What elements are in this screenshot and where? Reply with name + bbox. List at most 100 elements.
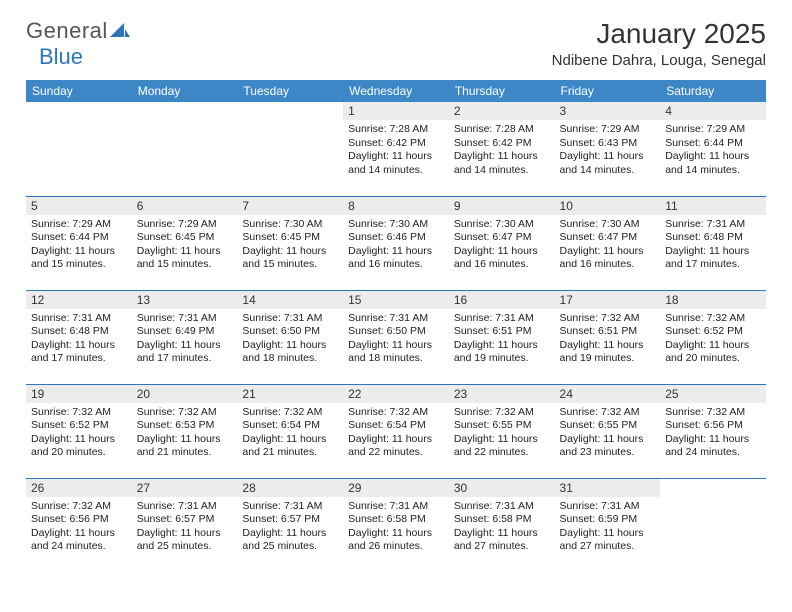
day-number: 2 (449, 102, 555, 120)
calendar-cell: 15Sunrise: 7:31 AMSunset: 6:50 PMDayligh… (343, 290, 449, 384)
day-details: Sunrise: 7:31 AMSunset: 6:51 PMDaylight:… (449, 309, 555, 372)
calendar-cell (26, 102, 132, 196)
day-details: Sunrise: 7:30 AMSunset: 6:47 PMDaylight:… (555, 215, 661, 278)
calendar-cell: 28Sunrise: 7:31 AMSunset: 6:57 PMDayligh… (237, 478, 343, 572)
page-subtitle: Ndibene Dahra, Louga, Senegal (552, 52, 766, 69)
title-block: January 2025 Ndibene Dahra, Louga, Seneg… (552, 18, 766, 69)
calendar-cell: 19Sunrise: 7:32 AMSunset: 6:52 PMDayligh… (26, 384, 132, 478)
weekday-header: Wednesday (343, 80, 449, 102)
calendar-cell (660, 478, 766, 572)
calendar-cell: 7Sunrise: 7:30 AMSunset: 6:45 PMDaylight… (237, 196, 343, 290)
day-details: Sunrise: 7:29 AMSunset: 6:44 PMDaylight:… (660, 120, 766, 183)
day-number: 27 (132, 479, 238, 497)
weekday-header-row: Sunday Monday Tuesday Wednesday Thursday… (26, 80, 766, 102)
day-details: Sunrise: 7:32 AMSunset: 6:54 PMDaylight:… (237, 403, 343, 466)
day-details: Sunrise: 7:29 AMSunset: 6:44 PMDaylight:… (26, 215, 132, 278)
calendar-cell (237, 102, 343, 196)
weekday-header: Tuesday (237, 80, 343, 102)
calendar-week-row: 26Sunrise: 7:32 AMSunset: 6:56 PMDayligh… (26, 478, 766, 572)
calendar-cell: 10Sunrise: 7:30 AMSunset: 6:47 PMDayligh… (555, 196, 661, 290)
day-number: 24 (555, 385, 661, 403)
day-details: Sunrise: 7:31 AMSunset: 6:58 PMDaylight:… (449, 497, 555, 560)
day-number: 23 (449, 385, 555, 403)
day-number: 17 (555, 291, 661, 309)
calendar-cell: 18Sunrise: 7:32 AMSunset: 6:52 PMDayligh… (660, 290, 766, 384)
day-details: Sunrise: 7:32 AMSunset: 6:51 PMDaylight:… (555, 309, 661, 372)
calendar-cell: 12Sunrise: 7:31 AMSunset: 6:48 PMDayligh… (26, 290, 132, 384)
day-details: Sunrise: 7:31 AMSunset: 6:49 PMDaylight:… (132, 309, 238, 372)
day-details: Sunrise: 7:32 AMSunset: 6:53 PMDaylight:… (132, 403, 238, 466)
weekday-header: Monday (132, 80, 238, 102)
logo-text-blue: Blue (39, 44, 83, 69)
calendar-week-row: 5Sunrise: 7:29 AMSunset: 6:44 PMDaylight… (26, 196, 766, 290)
day-number: 16 (449, 291, 555, 309)
day-details: Sunrise: 7:32 AMSunset: 6:55 PMDaylight:… (555, 403, 661, 466)
calendar-cell: 21Sunrise: 7:32 AMSunset: 6:54 PMDayligh… (237, 384, 343, 478)
logo: General Blue (26, 18, 130, 70)
day-number: 3 (555, 102, 661, 120)
day-number: 13 (132, 291, 238, 309)
calendar-cell: 30Sunrise: 7:31 AMSunset: 6:58 PMDayligh… (449, 478, 555, 572)
day-details: Sunrise: 7:32 AMSunset: 6:52 PMDaylight:… (26, 403, 132, 466)
calendar-cell: 20Sunrise: 7:32 AMSunset: 6:53 PMDayligh… (132, 384, 238, 478)
day-number: 31 (555, 479, 661, 497)
calendar-cell: 4Sunrise: 7:29 AMSunset: 6:44 PMDaylight… (660, 102, 766, 196)
day-details: Sunrise: 7:32 AMSunset: 6:55 PMDaylight:… (449, 403, 555, 466)
day-number: 29 (343, 479, 449, 497)
calendar-cell: 16Sunrise: 7:31 AMSunset: 6:51 PMDayligh… (449, 290, 555, 384)
day-details: Sunrise: 7:29 AMSunset: 6:43 PMDaylight:… (555, 120, 661, 183)
day-number: 4 (660, 102, 766, 120)
day-details: Sunrise: 7:31 AMSunset: 6:57 PMDaylight:… (237, 497, 343, 560)
calendar-cell: 8Sunrise: 7:30 AMSunset: 6:46 PMDaylight… (343, 196, 449, 290)
header: General Blue January 2025 Ndibene Dahra,… (26, 18, 766, 70)
day-details: Sunrise: 7:31 AMSunset: 6:48 PMDaylight:… (660, 215, 766, 278)
calendar-cell: 23Sunrise: 7:32 AMSunset: 6:55 PMDayligh… (449, 384, 555, 478)
day-number: 1 (343, 102, 449, 120)
day-number: 26 (26, 479, 132, 497)
calendar-cell: 3Sunrise: 7:29 AMSunset: 6:43 PMDaylight… (555, 102, 661, 196)
day-details: Sunrise: 7:29 AMSunset: 6:45 PMDaylight:… (132, 215, 238, 278)
day-details: Sunrise: 7:31 AMSunset: 6:57 PMDaylight:… (132, 497, 238, 560)
day-details: Sunrise: 7:31 AMSunset: 6:50 PMDaylight:… (343, 309, 449, 372)
day-details: Sunrise: 7:30 AMSunset: 6:46 PMDaylight:… (343, 215, 449, 278)
logo-sail-icon (110, 22, 130, 43)
day-number: 9 (449, 197, 555, 215)
calendar-cell: 9Sunrise: 7:30 AMSunset: 6:47 PMDaylight… (449, 196, 555, 290)
day-number: 21 (237, 385, 343, 403)
day-number: 7 (237, 197, 343, 215)
day-details: Sunrise: 7:30 AMSunset: 6:47 PMDaylight:… (449, 215, 555, 278)
day-details: Sunrise: 7:31 AMSunset: 6:50 PMDaylight:… (237, 309, 343, 372)
day-number: 6 (132, 197, 238, 215)
day-details: Sunrise: 7:32 AMSunset: 6:56 PMDaylight:… (26, 497, 132, 560)
calendar-body: 1Sunrise: 7:28 AMSunset: 6:42 PMDaylight… (26, 102, 766, 572)
day-details: Sunrise: 7:32 AMSunset: 6:54 PMDaylight:… (343, 403, 449, 466)
day-details: Sunrise: 7:31 AMSunset: 6:58 PMDaylight:… (343, 497, 449, 560)
calendar-cell: 22Sunrise: 7:32 AMSunset: 6:54 PMDayligh… (343, 384, 449, 478)
day-number: 22 (343, 385, 449, 403)
day-details: Sunrise: 7:31 AMSunset: 6:48 PMDaylight:… (26, 309, 132, 372)
day-number: 19 (26, 385, 132, 403)
day-number: 8 (343, 197, 449, 215)
weekday-header: Sunday (26, 80, 132, 102)
calendar-cell: 31Sunrise: 7:31 AMSunset: 6:59 PMDayligh… (555, 478, 661, 572)
day-number: 12 (26, 291, 132, 309)
weekday-header: Saturday (660, 80, 766, 102)
day-number: 30 (449, 479, 555, 497)
day-number: 15 (343, 291, 449, 309)
day-number: 18 (660, 291, 766, 309)
weekday-header: Friday (555, 80, 661, 102)
calendar-cell: 11Sunrise: 7:31 AMSunset: 6:48 PMDayligh… (660, 196, 766, 290)
calendar-cell: 13Sunrise: 7:31 AMSunset: 6:49 PMDayligh… (132, 290, 238, 384)
day-details: Sunrise: 7:32 AMSunset: 6:56 PMDaylight:… (660, 403, 766, 466)
calendar-cell: 2Sunrise: 7:28 AMSunset: 6:42 PMDaylight… (449, 102, 555, 196)
calendar-week-row: 19Sunrise: 7:32 AMSunset: 6:52 PMDayligh… (26, 384, 766, 478)
day-number: 11 (660, 197, 766, 215)
calendar-cell: 25Sunrise: 7:32 AMSunset: 6:56 PMDayligh… (660, 384, 766, 478)
weekday-header: Thursday (449, 80, 555, 102)
day-details: Sunrise: 7:31 AMSunset: 6:59 PMDaylight:… (555, 497, 661, 560)
calendar-cell: 1Sunrise: 7:28 AMSunset: 6:42 PMDaylight… (343, 102, 449, 196)
day-number: 28 (237, 479, 343, 497)
day-details: Sunrise: 7:28 AMSunset: 6:42 PMDaylight:… (343, 120, 449, 183)
day-details: Sunrise: 7:28 AMSunset: 6:42 PMDaylight:… (449, 120, 555, 183)
day-number: 5 (26, 197, 132, 215)
